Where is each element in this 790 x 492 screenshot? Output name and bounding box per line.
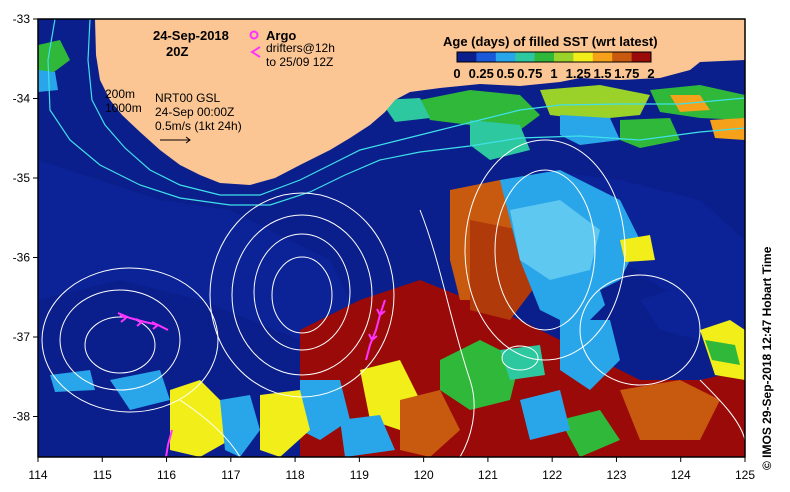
colorbar-ticks: 0 0.25 0.5 0.75 1 1.25 1.5 1.75 2	[453, 66, 654, 81]
colorbar-tick-label: 1	[550, 66, 557, 81]
colorbar-swatch	[515, 52, 536, 62]
colorbar-tick-label: 1.75	[614, 66, 639, 81]
time-label: 20Z	[166, 44, 188, 59]
depth-label-200m: 200m	[105, 87, 135, 101]
colorbar-tick-label: 1.25	[566, 66, 591, 81]
colorbar-tick-label: 0	[453, 66, 460, 81]
credit-label: © IMOS 29-Sep-2018 12:47 Hobart Time	[760, 246, 774, 470]
x-tick-label: 117	[221, 468, 240, 482]
drifters-range: to 25/09 12Z	[266, 55, 333, 69]
colorbar-tick-label: 0.5	[496, 66, 514, 81]
date-label: 24-Sep-2018	[153, 28, 229, 43]
colorbar-tick-label: 1.5	[593, 66, 611, 81]
argo-icon	[249, 30, 259, 40]
scale-arrow-icon	[160, 136, 191, 144]
y-tick-label: -35	[13, 171, 31, 185]
product-label: NRT00 GSL	[155, 91, 220, 105]
colorbar-swatch	[495, 52, 516, 62]
x-tick-label: 123	[606, 468, 626, 482]
y-tick-label: -36	[13, 251, 31, 265]
x-axis: 114 115 116 117 118 119 120 121 122 123 124 125	[28, 457, 755, 482]
depth-label-1000m: 1000m	[105, 101, 142, 115]
plot-frame	[37, 18, 746, 458]
product-time: 24-Sep 00:00Z	[155, 105, 234, 119]
colorbar-title: Age (days) of filled SST (wrt latest)	[443, 34, 658, 49]
x-tick-label: 125	[735, 468, 755, 482]
x-tick-label: 122	[542, 468, 562, 482]
isobath-200m	[87, 19, 745, 196]
y-tick-label: -33	[13, 12, 31, 26]
sst-age-patches	[50, 170, 745, 457]
y-tick-label: -38	[13, 410, 31, 424]
colorbar-swatch	[592, 52, 613, 62]
colorbar	[456, 51, 652, 63]
colorbar-frame	[456, 51, 652, 63]
x-tick-label: 120	[414, 468, 434, 482]
argo-label: Argo	[266, 28, 296, 43]
x-tick-label: 124	[671, 468, 691, 482]
colorbar-tick-label: 2	[647, 66, 654, 81]
x-tick-label: 115	[93, 468, 112, 482]
colorbar-swatch	[612, 52, 633, 62]
coastal-sst-patches	[38, 40, 745, 160]
colorbar-swatch	[476, 52, 497, 62]
drifter-legend-icon	[250, 46, 261, 58]
colorbar-swatch	[457, 52, 477, 62]
y-axis: -33 -34 -35 -36 -37 -38	[13, 12, 38, 424]
y-tick-label: -37	[13, 330, 31, 344]
drifters-label: drifters@12h	[266, 41, 335, 55]
colorbar-tick-label: 0.25	[469, 66, 494, 81]
isobath-1000m	[47, 19, 745, 206]
drifter-tracks	[117, 299, 386, 457]
colorbar-swatch	[573, 52, 594, 62]
x-tick-label: 116	[157, 468, 176, 482]
ocean-patch	[38, 160, 360, 340]
scale-label: 0.5m/s (1kt 24h)	[155, 119, 242, 133]
x-tick-label: 114	[28, 468, 47, 482]
ssh-contours	[41, 139, 745, 457]
y-tick-label: -34	[13, 92, 31, 106]
x-tick-label: 118	[286, 468, 305, 482]
colorbar-swatch	[554, 52, 574, 62]
x-tick-label: 121	[478, 468, 498, 482]
colorbar-swatch	[631, 52, 652, 62]
colorbar-swatch	[534, 52, 555, 62]
colorbar-tick-label: 0.75	[517, 66, 542, 81]
x-tick-label: 119	[350, 468, 369, 482]
